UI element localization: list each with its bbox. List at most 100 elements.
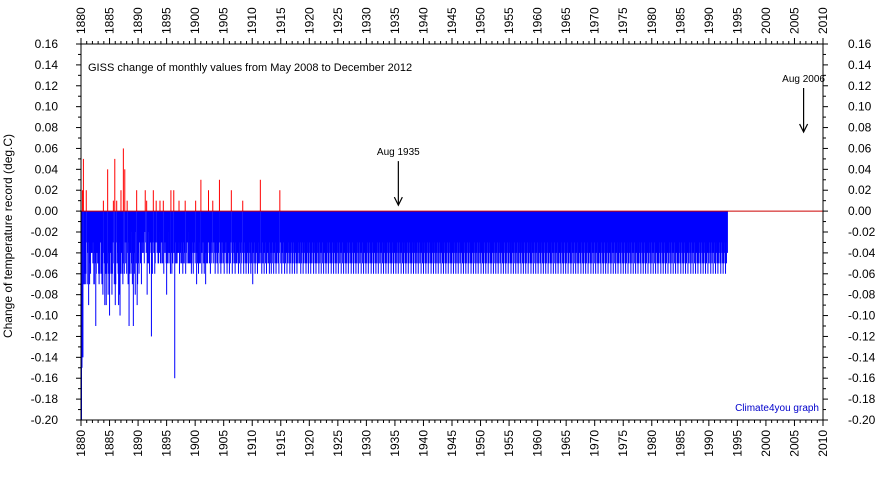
x-tick-label-top: 1915 [274, 7, 288, 34]
bar [199, 211, 201, 264]
y-tick-label-right: 0.00 [848, 204, 872, 218]
y-tick-label-left: 0.16 [35, 37, 59, 51]
bar [159, 211, 161, 253]
bar [151, 211, 153, 274]
x-tick-label-top: 2010 [816, 7, 830, 34]
x-tick-label-bottom: 1980 [645, 430, 659, 457]
x-tick-label-top: 1960 [531, 7, 545, 34]
chart-title: GISS change of monthly values from May 2… [88, 62, 412, 74]
bar [178, 211, 180, 274]
y-tick-label-left: 0.12 [35, 79, 59, 93]
bar [241, 211, 243, 253]
x-tick-label-bottom: 1940 [416, 430, 430, 457]
y-tick-label-left: -0.16 [31, 371, 59, 385]
annotations-layer: Aug 1935 Aug 2006 [377, 74, 825, 207]
bar [184, 211, 186, 253]
bar [129, 211, 131, 274]
bar [130, 211, 132, 274]
bar [126, 211, 128, 274]
annotation-arrow-head [393, 196, 403, 207]
bar [218, 179, 220, 212]
x-tick-label-bottom: 1890 [131, 430, 145, 457]
bar [230, 211, 232, 243]
bar [208, 190, 209, 212]
y-tick-label-right: -0.16 [848, 371, 876, 385]
y-tick-label-left: 0.04 [35, 162, 59, 176]
x-tick-label-top: 1940 [416, 7, 430, 34]
bar [178, 211, 180, 253]
bar [162, 211, 164, 264]
bar [174, 211, 176, 379]
bar [90, 211, 92, 274]
bar [279, 190, 281, 212]
bar [158, 211, 160, 264]
bar [123, 211, 125, 274]
x-tick-label-bottom: 1950 [474, 430, 488, 457]
y-tick-label-left: -0.20 [31, 413, 59, 427]
x-tick-label-bottom: 1910 [245, 430, 259, 457]
x-tick-label-bottom: 1880 [74, 430, 88, 457]
x-tick-label-bottom: 1990 [702, 430, 716, 457]
bar [268, 211, 270, 274]
bar [230, 190, 232, 212]
bar [102, 200, 104, 212]
x-tick-label-top: 1995 [730, 7, 744, 34]
bar [134, 211, 136, 295]
x-tick-label-bottom: 1945 [445, 430, 459, 457]
bar [259, 179, 261, 212]
x-tick-label-top: 1885 [103, 7, 117, 34]
bar [126, 200, 128, 212]
bar [169, 211, 171, 274]
bar [107, 169, 109, 212]
bar [109, 211, 111, 316]
y-tick-label-right: 0.12 [848, 79, 872, 93]
bar [114, 158, 116, 212]
bar [195, 200, 197, 212]
bar [99, 211, 101, 274]
x-tick-label-bottom: 1985 [673, 430, 687, 457]
bar [144, 190, 146, 212]
bar [178, 200, 180, 212]
annotation-label: Aug 1935 [377, 147, 420, 158]
y-tick-label-left: -0.02 [31, 225, 59, 239]
x-tick-label-top: 1930 [359, 7, 373, 34]
y-axis-label: Change of temperature record (deg.C) [1, 134, 15, 338]
y-tick-label-right: 0.14 [848, 58, 872, 72]
y-tick-label-left: 0.10 [35, 100, 59, 114]
x-tick-label-bottom: 1895 [160, 430, 174, 457]
x-tick-label-bottom: 1965 [559, 430, 573, 457]
y-tick-label-left: 0.00 [35, 204, 59, 218]
bar [207, 211, 209, 253]
bar [234, 211, 236, 274]
bar [145, 211, 147, 253]
bar [212, 200, 214, 212]
y-tick-label-left: 0.14 [35, 58, 59, 72]
bar [242, 200, 244, 212]
x-tick-label-bottom: 1930 [359, 430, 373, 457]
bar [113, 211, 115, 285]
bar [118, 211, 120, 295]
x-tick-label-top: 1945 [445, 7, 459, 34]
y-tick-label-right: 0.06 [848, 141, 872, 155]
bar [261, 211, 263, 274]
x-tick-label-bottom: 1975 [616, 430, 630, 457]
x-tick-label-top: 1990 [702, 7, 716, 34]
x-tick-label-top: 1880 [74, 7, 88, 34]
bar [146, 200, 148, 212]
bar [172, 211, 174, 253]
x-tick-label-bottom: 1905 [217, 430, 231, 457]
bar [122, 211, 124, 285]
bar [85, 211, 87, 274]
y-tick-label-right: 0.16 [848, 37, 872, 51]
bar [173, 190, 175, 212]
x-tick-label-bottom: 1900 [188, 430, 202, 457]
annotation-arrow-head [799, 123, 809, 134]
y-tick-label-right: -0.10 [848, 309, 876, 323]
y-tick-label-left: -0.08 [31, 288, 59, 302]
credit-label: Climate4you graph [735, 403, 819, 414]
x-tick-label-top: 1910 [245, 7, 259, 34]
x-tick-label-top: 1980 [645, 7, 659, 34]
y-tick-label-left: -0.10 [31, 309, 59, 323]
